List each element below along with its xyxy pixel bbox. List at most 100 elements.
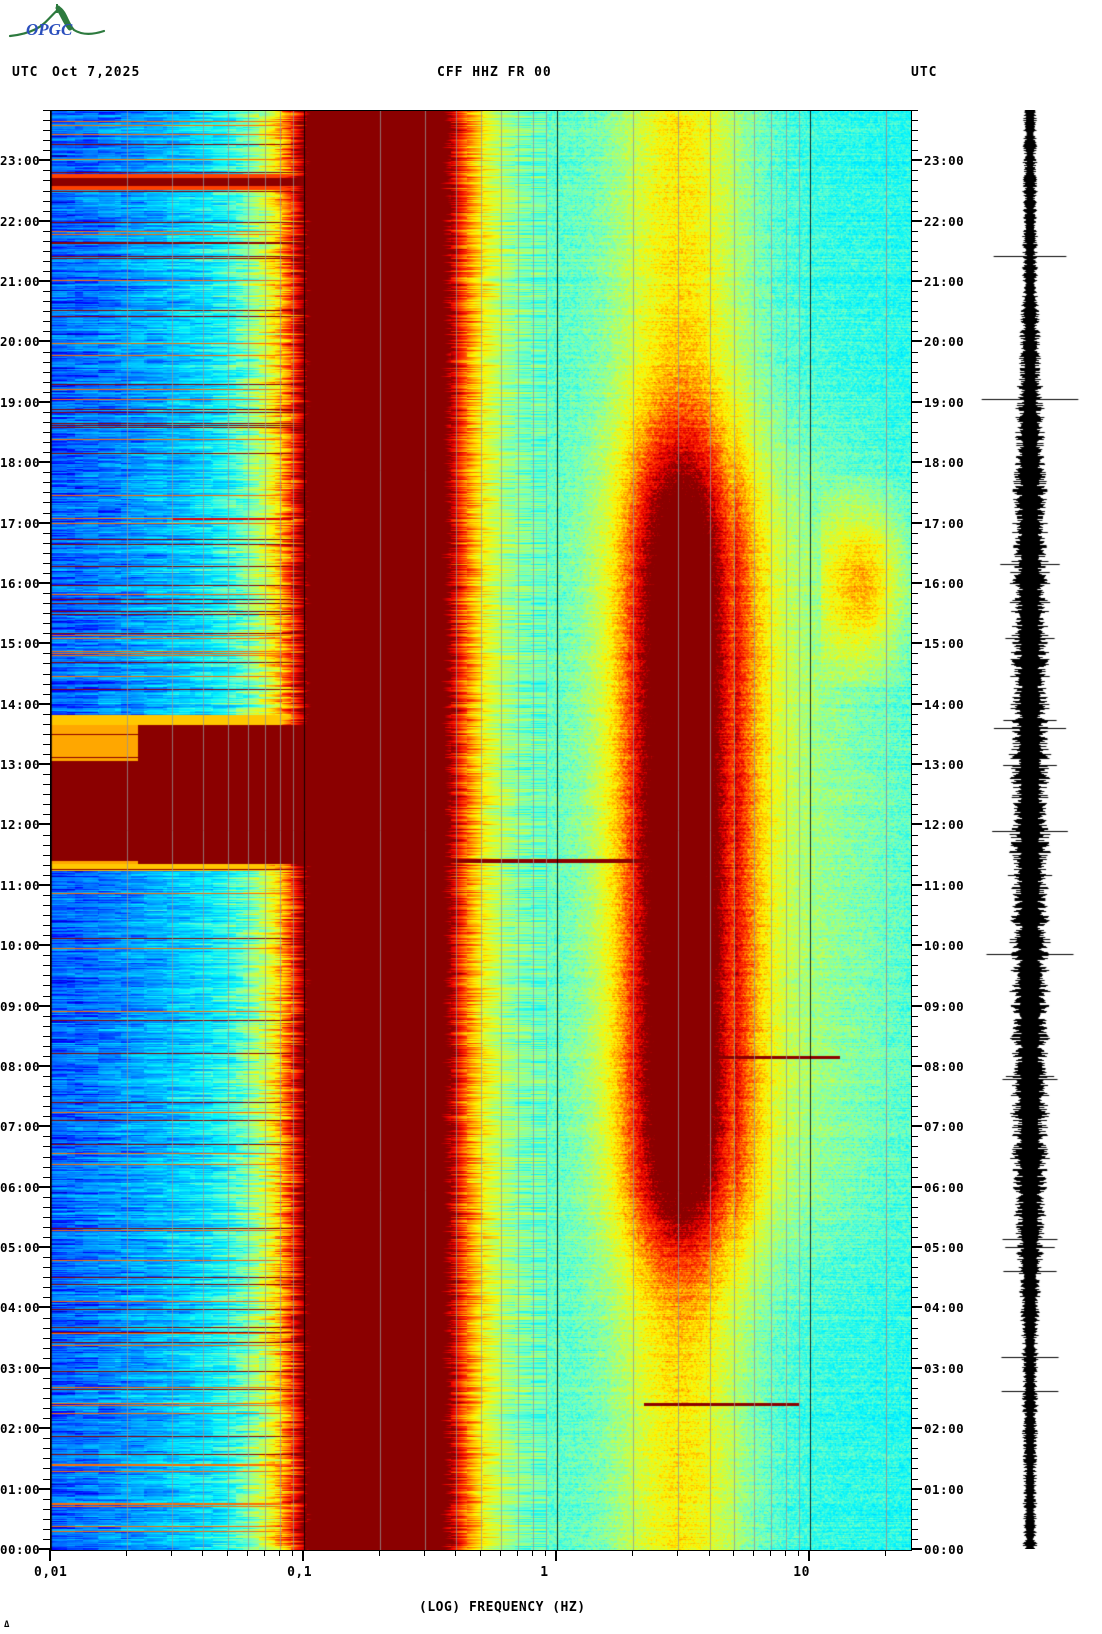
time-tick-left: [43, 784, 50, 786]
time-tick-right: [911, 883, 922, 886]
time-tick-left: [39, 1366, 50, 1369]
time-tick-left: [39, 1427, 50, 1430]
time-tick-right: [911, 1468, 918, 1470]
time-tick-left: [39, 1064, 50, 1067]
time-tick-left: [43, 743, 50, 745]
frequency-tick: [797, 1550, 799, 1556]
time-tick-left: [43, 754, 50, 756]
time-tick-left: [39, 1487, 50, 1490]
frequency-tick: [753, 1550, 755, 1556]
time-label-right: 14:00: [924, 696, 965, 712]
time-tick-right: [911, 461, 922, 464]
time-tick-left: [43, 774, 50, 776]
time-tick-right: [911, 1176, 918, 1178]
time-label-right: 02:00: [924, 1421, 965, 1437]
time-label-right: 17:00: [924, 515, 965, 531]
frequency-tick: [379, 1550, 381, 1556]
time-tick-left: [43, 995, 50, 997]
time-label-right: 06:00: [924, 1179, 965, 1195]
time-tick-left: [43, 1337, 50, 1339]
time-tick-left: [43, 1076, 50, 1078]
time-label-left: 15:00: [0, 636, 41, 652]
time-tick-left: [43, 432, 50, 433]
time-tick-right: [911, 944, 922, 947]
time-label-right: 16:00: [924, 575, 965, 591]
time-tick-right: [911, 180, 918, 182]
time-tick-right: [911, 642, 922, 645]
time-label-left: 13:00: [0, 757, 41, 773]
time-tick-right: [911, 340, 922, 343]
time-tick-left: [43, 1518, 50, 1520]
time-tick-right: [911, 603, 918, 605]
time-label-right: 19:00: [924, 394, 965, 410]
time-tick-right: [911, 774, 918, 776]
time-tick-left: [43, 623, 50, 625]
time-tick-right: [911, 1096, 918, 1098]
time-tick-right: [911, 864, 918, 866]
time-tick-left: [43, 411, 50, 413]
helicorder-trace: [975, 110, 1085, 1549]
time-tick-left: [43, 864, 50, 866]
time-tick-right: [911, 1347, 918, 1349]
time-label-left: 00:00: [0, 1542, 41, 1557]
time-tick-right: [911, 421, 918, 423]
time-tick-right: [911, 1498, 918, 1500]
time-tick-left: [39, 581, 50, 584]
time-tick-left: [39, 159, 50, 162]
time-tick-right: [911, 581, 922, 584]
time-tick-left: [43, 150, 50, 152]
time-tick-left: [43, 311, 50, 313]
time-tick-left: [43, 442, 50, 444]
time-tick-right: [911, 230, 918, 232]
time-tick-right: [911, 1366, 922, 1369]
time-tick-right: [911, 452, 918, 454]
time-tick-right: [911, 271, 918, 272]
time-tick-right: [911, 240, 918, 242]
time-label-right: 01:00: [924, 1481, 965, 1497]
frequency-tick: [500, 1550, 502, 1556]
time-label-right: 00:00: [924, 1542, 965, 1557]
time-tick-right: [911, 814, 918, 816]
time-label-right: 20:00: [924, 334, 965, 350]
time-label-left: 10:00: [0, 938, 41, 954]
frequency-label: 0,1: [287, 1565, 313, 1580]
time-tick-right: [911, 1387, 918, 1389]
time-tick-right: [911, 743, 918, 745]
time-tick-left: [43, 904, 50, 906]
time-label-left: 08:00: [0, 1058, 41, 1074]
time-tick-left: [43, 190, 50, 192]
time-tick-right: [911, 1156, 918, 1158]
time-tick-right: [911, 1216, 918, 1218]
time-tick-left: [43, 894, 50, 896]
time-tick-left: [43, 925, 50, 927]
time-tick-left: [43, 1237, 50, 1239]
frequency-tick: [733, 1550, 735, 1556]
time-tick-right: [911, 955, 918, 957]
frequency-label: 10: [793, 1565, 810, 1580]
frequency-tick: [423, 1550, 425, 1556]
time-tick-right: [911, 331, 918, 333]
time-tick-right: [911, 935, 918, 937]
time-tick-right: [911, 784, 918, 786]
time-tick-left: [43, 723, 50, 725]
time-tick-left: [43, 1478, 50, 1480]
time-tick-left: [43, 291, 50, 293]
time-tick-right: [911, 492, 918, 494]
frequency-tick: [544, 1550, 546, 1556]
time-tick-right: [911, 1438, 918, 1440]
time-tick-right: [911, 1487, 922, 1490]
time-tick-left: [43, 1257, 50, 1259]
time-tick-left: [43, 1015, 50, 1017]
time-tick-left: [43, 200, 50, 202]
time-tick-right: [911, 400, 922, 403]
time-tick-left: [43, 1287, 50, 1289]
time-tick-left: [43, 472, 50, 474]
time-tick-right: [911, 1064, 922, 1067]
time-tick-left: [43, 1377, 50, 1379]
time-label-right: 10:00: [924, 938, 965, 954]
time-label-left: 07:00: [0, 1119, 41, 1135]
time-label-right: 05:00: [924, 1240, 965, 1256]
time-tick-right: [911, 1357, 918, 1359]
time-tick-left: [39, 883, 50, 886]
time-tick-left: [43, 1096, 50, 1098]
